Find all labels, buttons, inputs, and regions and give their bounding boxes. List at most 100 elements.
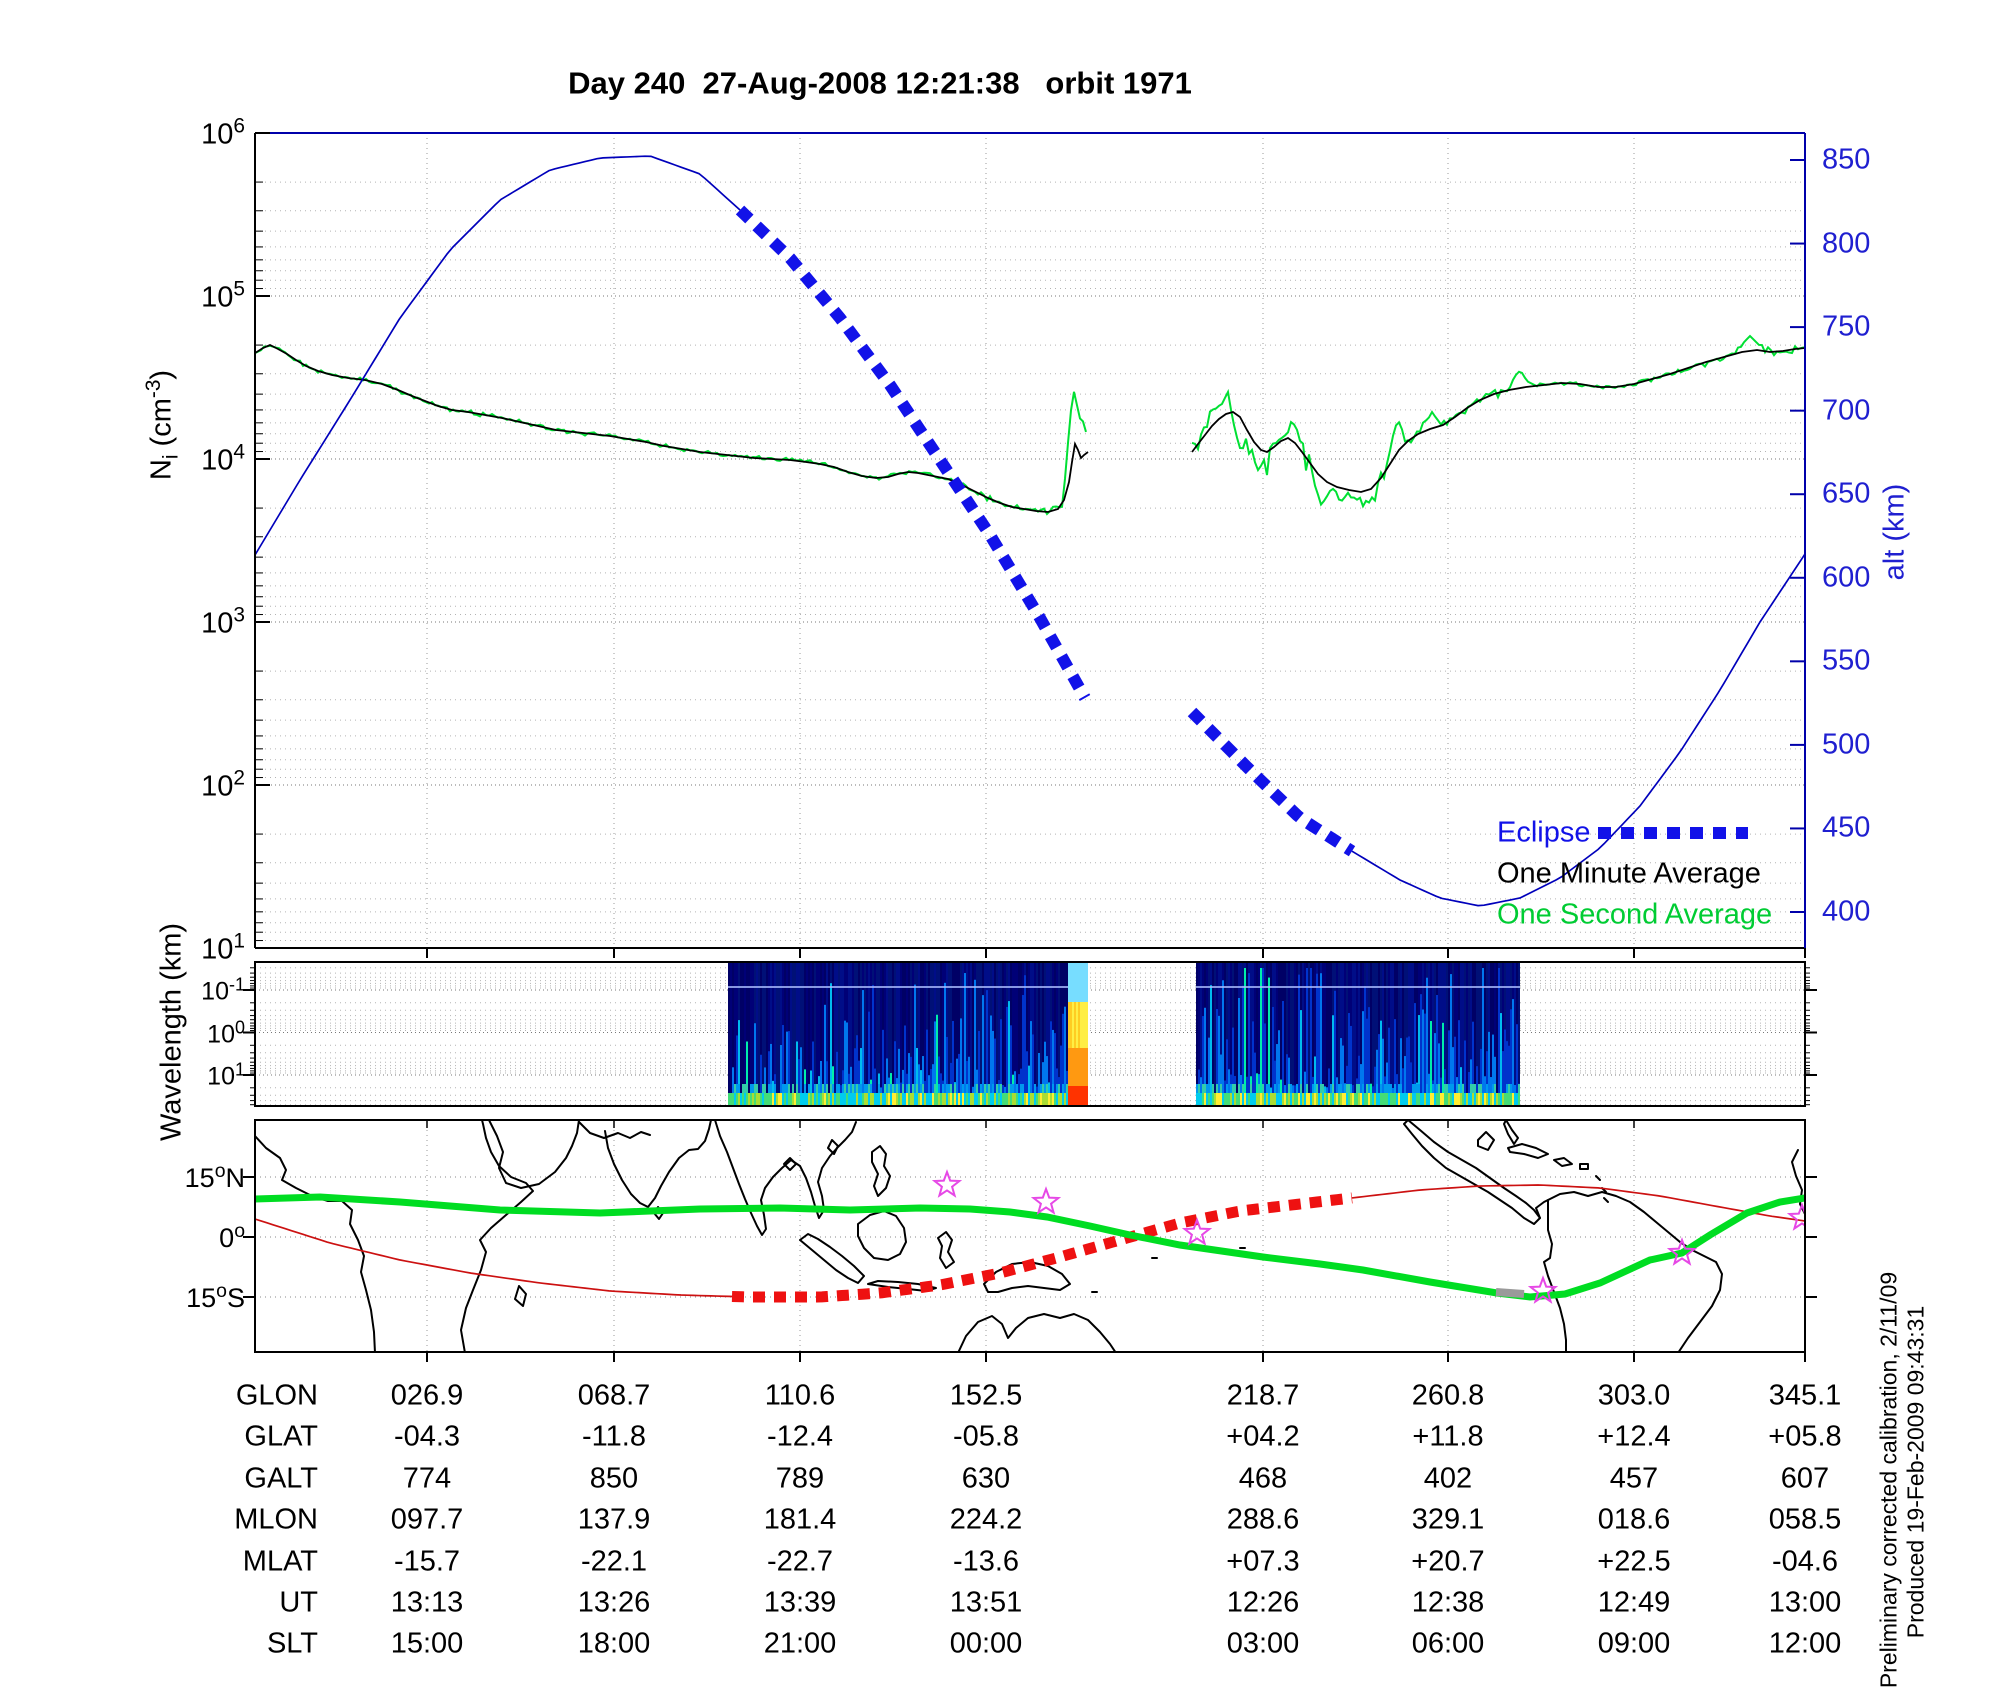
table-cell-value: 13:39 — [763, 1586, 837, 1619]
alt-axis-tick-label: 400 — [1822, 895, 1871, 928]
satellite-position-star — [1666, 1237, 1698, 1266]
alt-axis-tick-label: 650 — [1822, 477, 1871, 510]
table-cell-value: 06:00 — [1411, 1627, 1485, 1660]
table-row-label: GLON — [235, 1379, 318, 1412]
one-minute-average-curve-a — [255, 344, 1089, 513]
coastline — [1477, 1131, 1495, 1151]
table-cell-value: 12:26 — [1226, 1586, 1300, 1619]
satellite-position-star — [1786, 1202, 1805, 1231]
chart-title: Day 240 27-Aug-2008 12:21:38 orbit 1971 — [568, 65, 1192, 101]
table-cell-value: 018.6 — [1597, 1503, 1671, 1536]
coastline — [937, 1231, 955, 1269]
alt-axis-tick-label: 500 — [1822, 728, 1871, 761]
table-cell-value: 110.6 — [764, 1379, 836, 1412]
table-cell-value: 789 — [775, 1462, 825, 1495]
table-cell-value: 12:38 — [1411, 1586, 1485, 1619]
coastline — [488, 1120, 580, 1189]
table-cell-value: 026.9 — [390, 1379, 464, 1412]
coastline — [1595, 1175, 1601, 1181]
table-cell-value: 630 — [961, 1462, 1011, 1495]
ground-track-red-a — [255, 1218, 733, 1298]
ni-axis-tick-label: 101 — [201, 929, 245, 966]
table-cell-value: 457 — [1609, 1462, 1659, 1495]
top-panel-axes — [254, 132, 1806, 958]
coastline — [255, 1135, 376, 1352]
table-cell-value: 058.5 — [1768, 1503, 1842, 1536]
satellite-position-star — [1030, 1186, 1062, 1215]
table-cell-value: +11.8 — [1412, 1420, 1484, 1453]
table-cell-value: 13:51 — [949, 1586, 1023, 1619]
table-cell-value: 13:00 — [1768, 1586, 1842, 1619]
coastline — [604, 1120, 712, 1208]
table-cell-value: -22.7 — [766, 1545, 834, 1578]
coastline — [867, 1280, 937, 1292]
map-content — [255, 1120, 1805, 1352]
table-cell-value: +07.3 — [1226, 1545, 1300, 1578]
table-cell-value: 097.7 — [390, 1503, 464, 1536]
mid-panel-axes — [243, 961, 1817, 1107]
table-cell-value: -11.8 — [582, 1420, 646, 1453]
table-cell-value: 18:00 — [577, 1627, 651, 1660]
table-cell-value: 402 — [1423, 1462, 1473, 1495]
latitude-tick-label: 0o — [219, 1220, 245, 1253]
coastline — [1547, 1191, 1723, 1352]
map-axes — [243, 1119, 1817, 1362]
coastline — [1579, 1163, 1589, 1170]
table-cell-value: 09:00 — [1597, 1627, 1671, 1660]
table-cell-value: 12:49 — [1597, 1586, 1671, 1619]
table-cell-value: 303.0 — [1597, 1379, 1671, 1412]
top-panel-curves — [255, 155, 1805, 907]
table-row-label: MLAT — [242, 1545, 318, 1578]
table-cell-value: 12:00 — [1768, 1627, 1842, 1660]
table-cell-value: 00:00 — [949, 1627, 1023, 1660]
table-cell-value: 260.8 — [1411, 1379, 1485, 1412]
satellite-position-star — [1181, 1217, 1213, 1246]
ground-track-eclipse-dash — [731, 1192, 1353, 1303]
table-row-label: GLAT — [244, 1420, 318, 1453]
table-cell-value: 850 — [589, 1462, 639, 1495]
coastline — [1603, 1197, 1609, 1203]
ground-track-red-b — [1351, 1184, 1805, 1222]
ni-axis-tick-label: 105 — [201, 277, 245, 314]
ni-axis-tick-label: 103 — [201, 603, 245, 640]
table-cell-value: 21:00 — [763, 1627, 837, 1660]
magnetic-equator-line — [255, 1193, 1805, 1301]
legend-eclipse-label: Eclipse — [1497, 816, 1591, 849]
gray-marker-segment — [1495, 1288, 1525, 1298]
table-cell-value: 288.6 — [1226, 1503, 1300, 1536]
table-row-label: SLT — [266, 1627, 318, 1660]
table-cell-value: -13.6 — [952, 1545, 1020, 1578]
table-cell-value: 137.9 — [577, 1503, 651, 1536]
table-row-label: UT — [279, 1586, 318, 1619]
coastline — [514, 1285, 527, 1307]
table-cell-value: 224.2 — [949, 1503, 1023, 1536]
one-minute-average-curve-b — [1191, 347, 1805, 493]
coastline — [983, 1261, 1071, 1293]
table-cell-value: 181.4 — [763, 1503, 837, 1536]
table-cell-value: 068.7 — [577, 1379, 651, 1412]
table-cell-value: 15:00 — [390, 1627, 464, 1660]
eclipse-curve-segment-1 — [735, 205, 1091, 701]
table-cell-value: 218.7 — [1226, 1379, 1300, 1412]
altitude-curve-b — [1351, 553, 1805, 907]
ni-axis-tick-label: 102 — [201, 766, 245, 803]
top-panel-grid — [255, 133, 1805, 948]
satellite-position-star — [1527, 1275, 1559, 1304]
alt-axis-tick-label: 550 — [1822, 644, 1871, 677]
table-cell-value: 152.5 — [949, 1379, 1023, 1412]
coastline — [578, 1121, 651, 1139]
alt-axis-tick-label: 700 — [1822, 394, 1871, 427]
table-cell-value: +22.5 — [1597, 1545, 1671, 1578]
table-cell-value: 13:26 — [577, 1586, 651, 1619]
table-cell-value: -12.4 — [766, 1420, 834, 1453]
wavelength-axis-tick-label: 100 — [207, 1016, 245, 1049]
alt-axis-tick-label: 750 — [1822, 310, 1871, 343]
table-row-label: MLON — [234, 1503, 318, 1536]
coastline — [714, 1120, 857, 1236]
alt-axis-tick-label: 600 — [1822, 561, 1871, 594]
table-cell-value: 13:13 — [390, 1586, 464, 1619]
alt-axis-tick-label: 450 — [1822, 811, 1871, 844]
coastline — [871, 1145, 891, 1197]
table-cell-value: 607 — [1780, 1462, 1830, 1495]
coastline — [1553, 1157, 1573, 1167]
